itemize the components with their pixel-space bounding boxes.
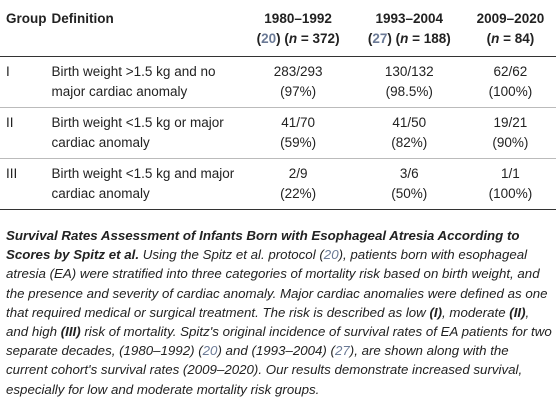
value-line: 41/50 <box>392 115 427 130</box>
value-line: (100%) <box>488 84 533 99</box>
text-segment: (I) <box>429 304 443 320</box>
text-segment: risk of mortality. Spitz's original inci… <box>6 324 552 359</box>
text-segment: ) ( <box>276 31 289 46</box>
text-segment: (II) <box>509 304 526 320</box>
value-line: (90%) <box>492 135 529 150</box>
value-line: 2/9 <box>288 166 308 181</box>
value-line: (50%) <box>391 186 428 201</box>
header-line: 2009–2020 <box>466 9 555 29</box>
group-cell: II <box>0 107 48 159</box>
text-segment: n <box>288 31 298 46</box>
header-line: (27) (n = 188) <box>355 29 464 49</box>
value-cell: 283/293 (97%) <box>243 57 354 108</box>
value-line: (82%) <box>391 135 428 150</box>
text-segment: 20 <box>261 31 277 46</box>
table: Group Definition 1980–1992 (20) (n = 372) 19… <box>0 0 556 210</box>
value-line: (100%) <box>488 186 533 201</box>
text-segment: Using the Spitz et al. protocol ( <box>139 247 324 263</box>
header-line: 1980–1992 <box>244 9 353 29</box>
text-segment: 1980–1992 <box>264 11 332 26</box>
text-segment: = 372) <box>297 31 340 46</box>
text-segment: = 84) <box>499 31 535 46</box>
value-line: 130/132 <box>384 64 434 79</box>
header-line: 1993–2004 <box>355 9 464 29</box>
header-line: (20) (n = 372) <box>244 29 353 49</box>
text-segment: Group <box>6 11 47 26</box>
text-segment: ) ( <box>387 31 401 46</box>
value-line: 41/70 <box>281 115 315 130</box>
text-segment: 2009–2020 <box>476 11 545 26</box>
text-segment: ), patients born with esophageal atresia… <box>6 247 548 320</box>
text-segment: 20 <box>323 247 339 263</box>
text-segment: 27 <box>372 31 388 46</box>
value-line: 19/21 <box>493 115 528 130</box>
value-line: 62/62 <box>493 64 528 79</box>
text-segment: ( <box>486 31 492 46</box>
header-line: Group <box>6 9 47 29</box>
table-row: II Birth weight <1.5 kg or major cardiac … <box>0 107 556 159</box>
value-line: 1/1 <box>501 166 520 181</box>
text-segment: ( <box>256 31 262 46</box>
definition-cell: Birth weight <1.5 kg or major cardiac an… <box>47 107 243 159</box>
text-segment: 20 <box>202 343 218 359</box>
text-segment: 27 <box>334 343 350 359</box>
text-segment: = 188) <box>408 31 451 46</box>
text-segment: , and high <box>6 304 530 340</box>
text-segment: (III) <box>60 324 81 340</box>
text-segment: n <box>400 31 409 46</box>
text-segment: ), are shown along with the current coho… <box>6 343 523 397</box>
value-cell: 19/21 (90%) <box>464 107 556 159</box>
header-row: Group Definition 1980–1992 (20) (n = 372) 19… <box>0 0 556 57</box>
header-cell: 1993–2004 (27) (n = 188) <box>353 0 465 57</box>
value-cell: 62/62 (100%) <box>465 57 556 108</box>
text-segment: Survival Rates Assessment of Infants Bor… <box>6 228 520 263</box>
header-cell: Group <box>0 0 48 57</box>
value-line: 3/6 <box>399 166 419 181</box>
value-line: (97%) <box>280 84 317 99</box>
value-cell: 41/70 (59%) <box>242 107 354 159</box>
text-segment: ) and (1993–2004) ( <box>217 343 335 359</box>
value-line: (59%) <box>280 135 317 150</box>
caption: Survival Rates Assessment of Infants Bor… <box>6 226 552 399</box>
definition-cell: Birth weight >1.5 kg and no major cardia… <box>51 64 216 99</box>
group-cell: I <box>6 64 10 79</box>
text-segment: Definition <box>51 11 114 26</box>
header-cell: 2009–2020 (n = 84) <box>464 0 556 57</box>
table-row: I Birth weight >1.5 kg and no major cardi… <box>0 57 556 108</box>
value-line: (98.5%) <box>385 84 433 99</box>
table-row: III Birth weight <1.5 kg and major cardia… <box>0 158 556 210</box>
header-line: Definition <box>52 9 242 29</box>
value-line: 283/293 <box>273 64 323 79</box>
definition-cell: Birth weight <1.5 kg and major cardiac a… <box>47 158 243 210</box>
text-segment: 1993–2004 <box>375 11 444 26</box>
value-cell: 2/9 (22%) <box>242 158 354 210</box>
value-line: (22%) <box>280 186 317 201</box>
text-segment: , moderate <box>442 304 510 320</box>
value-cell: 3/6 (50%) <box>353 158 465 210</box>
header-cell: 1980–1992 (20) (n = 372) <box>242 0 354 57</box>
value-cell: 41/50 (82%) <box>353 107 465 159</box>
text-segment: ( <box>367 31 373 46</box>
text-segment: n <box>491 31 500 46</box>
table-body: I Birth weight >1.5 kg and no major cardi… <box>0 57 556 210</box>
header-line: (n = 84) <box>466 29 555 49</box>
value-cell: 130/132 (98.5%) <box>354 57 465 108</box>
header-cell: Definition <box>47 0 243 57</box>
value-cell: 1/1 (100%) <box>464 158 556 210</box>
group-cell: III <box>0 158 48 210</box>
